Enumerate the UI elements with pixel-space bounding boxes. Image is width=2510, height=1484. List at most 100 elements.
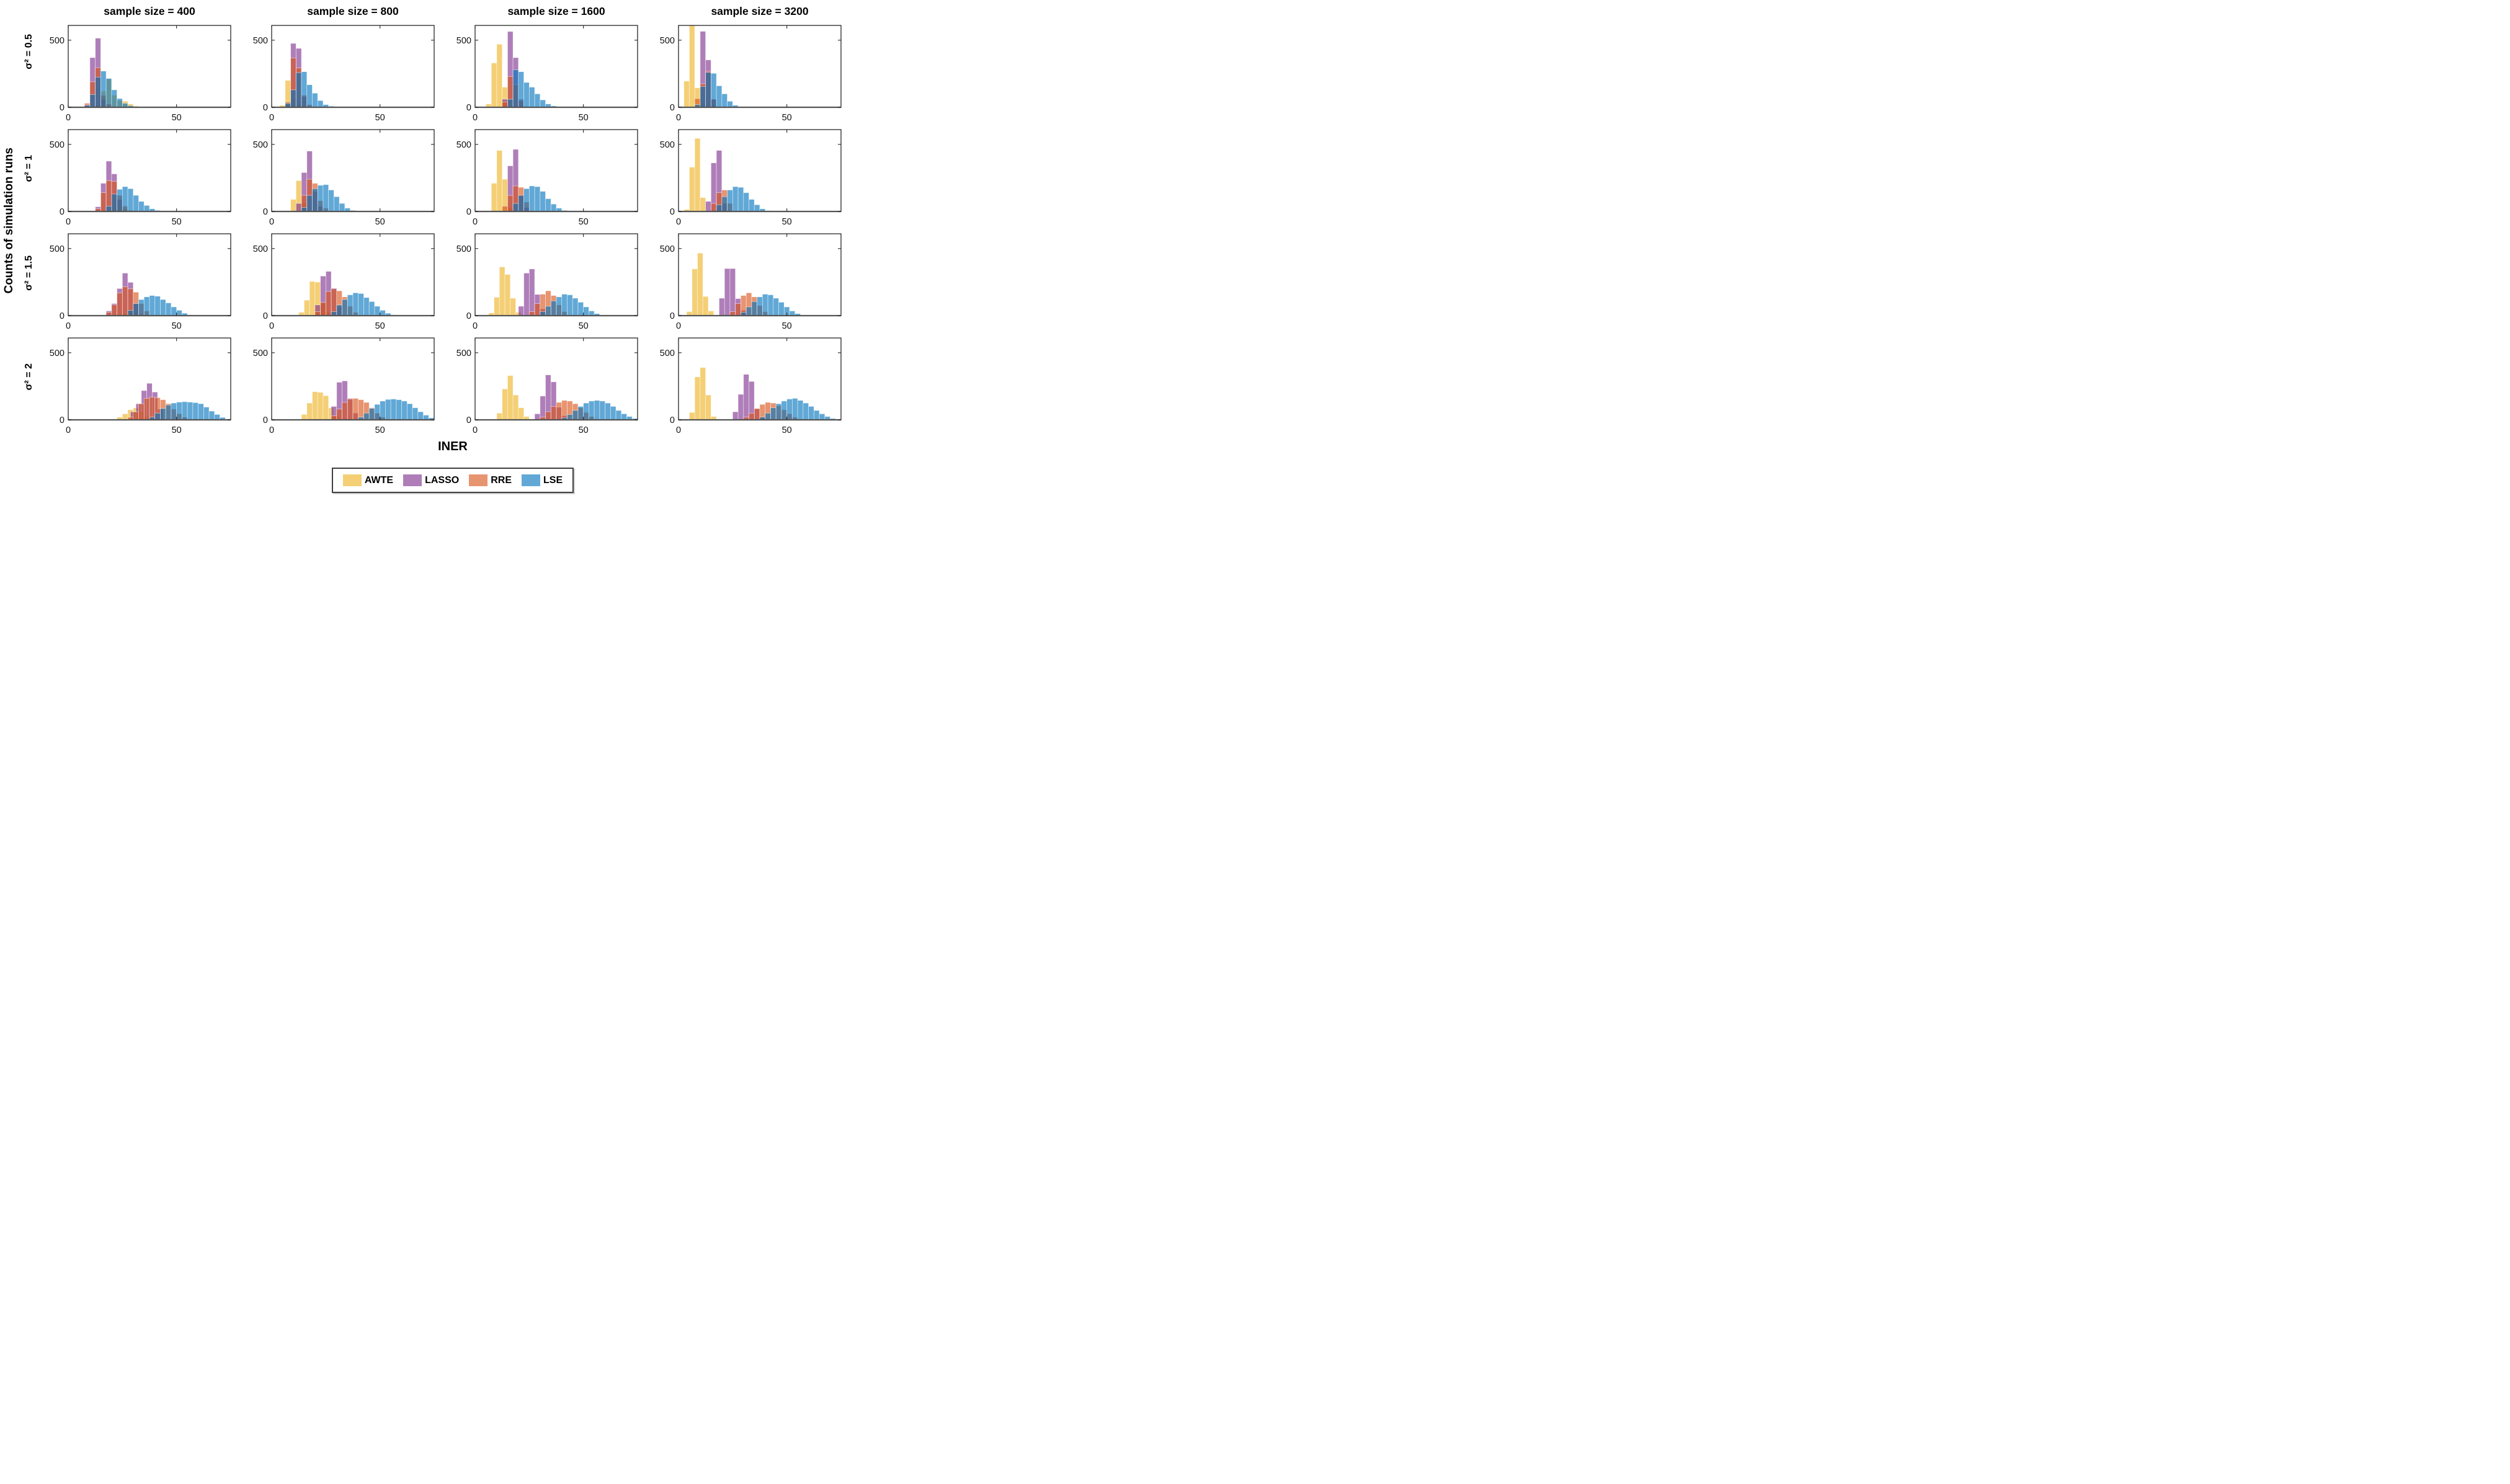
- series-lse: [561, 400, 638, 420]
- legend-label: LASSO: [425, 474, 460, 486]
- series-awte: [686, 252, 714, 316]
- panel-r2c4: 0 50 0 500: [650, 125, 853, 229]
- column-title-4: sample size = 3200: [711, 5, 809, 17]
- row-label-sigma2-2: σ² = 1: [19, 125, 40, 229]
- x-tick-label: 50: [782, 321, 792, 331]
- panel-r2c1: 0 50 0 500: [40, 125, 243, 229]
- y-tick-label: 0: [670, 311, 675, 321]
- x-axis-title: INER: [438, 440, 468, 453]
- x-tick-label: 50: [579, 425, 589, 435]
- legend-swatch-awte: [342, 474, 362, 486]
- x-tick-label: 0: [473, 321, 478, 331]
- x-tick-label: 0: [676, 113, 681, 123]
- x-tick-label: 50: [172, 321, 182, 331]
- y-tick-label: 0: [670, 415, 675, 425]
- series-lse: [694, 72, 739, 108]
- x-tick-label: 0: [269, 217, 274, 227]
- panel-r1c3: sample size = 1600 0 50 0 500: [447, 4, 650, 125]
- x-tick-label: 0: [473, 113, 478, 123]
- legend-label: AWTE: [364, 474, 394, 486]
- y-tick-label: 500: [50, 244, 65, 254]
- row-label-text: σ² = 0.5: [24, 34, 34, 69]
- x-tick-label: 0: [269, 113, 274, 123]
- panel-r4c3: 0 50 0 500: [447, 333, 650, 437]
- y-tick-label: 500: [660, 244, 675, 254]
- y-tick-label: 0: [60, 103, 65, 113]
- y-tick-label: 500: [253, 140, 268, 150]
- x-tick-label: 50: [782, 113, 792, 123]
- legend-item-lse: LSE: [522, 474, 563, 486]
- x-tick-label: 50: [782, 217, 792, 227]
- panel-r1c2: sample size = 800 0 50 0 500: [243, 4, 447, 125]
- y-tick-label: 0: [466, 311, 471, 321]
- y-tick-label: 0: [670, 103, 675, 113]
- x-tick-label: 0: [66, 321, 71, 331]
- y-tick-label: 500: [660, 349, 675, 358]
- x-tick-label: 50: [375, 113, 385, 123]
- y-tick-label: 500: [456, 349, 471, 358]
- series-lse: [358, 399, 435, 420]
- y-tick-label: 500: [253, 349, 268, 358]
- y-tick-label: 0: [263, 103, 268, 113]
- legend-row: AWTE LASSO RRE LSE: [68, 468, 837, 493]
- panel-grid: σ² = 0.5 sample size = 400 0 50 0 500 sample s…: [19, 4, 853, 437]
- y-tick-label: 0: [670, 207, 675, 217]
- x-tick-label: 0: [66, 425, 71, 435]
- x-tick-label: 50: [172, 425, 182, 435]
- series-awte: [683, 138, 706, 212]
- row-label-sigma2-3: σ² = 1.5: [19, 229, 40, 333]
- y-tick-label: 0: [263, 207, 268, 217]
- row-label-sigma2-1: σ² = 0.5: [19, 4, 40, 125]
- row-label-sigma2-4: σ² = 2: [19, 333, 40, 437]
- panel-r3c4: 0 50 0 500: [650, 229, 853, 333]
- series-lse: [84, 71, 139, 108]
- y-tick-label: 500: [253, 244, 268, 254]
- y-tick-label: 0: [60, 207, 65, 217]
- x-tick-label: 50: [172, 217, 182, 227]
- x-tick-label: 50: [579, 321, 589, 331]
- y-tick-label: 0: [466, 103, 471, 113]
- legend-label: LSE: [543, 474, 563, 486]
- y-tick-label: 0: [263, 311, 268, 321]
- panel-r2c2: 0 50 0 500: [243, 125, 447, 229]
- panel-r4c2: 0 50 0 500: [243, 333, 447, 437]
- series-awte: [486, 43, 508, 108]
- series-awte: [496, 375, 530, 420]
- panel-r1c1: sample size = 400 0 50 0 500: [40, 4, 243, 125]
- y-tick-label: 0: [466, 415, 471, 425]
- column-title-3: sample size = 1600: [507, 5, 605, 17]
- x-tick-label: 0: [269, 321, 274, 331]
- x-tick-label: 0: [676, 425, 681, 435]
- y-tick-label: 0: [263, 415, 268, 425]
- x-tick-label: 50: [375, 321, 385, 331]
- legend-item-awte: AWTE: [342, 474, 394, 486]
- legend-item-rre: RRE: [469, 474, 512, 486]
- y-tick-label: 500: [50, 36, 65, 46]
- row-label-text: σ² = 2: [24, 363, 34, 391]
- x-tick-label: 0: [66, 113, 71, 123]
- y-tick-label: 500: [456, 36, 471, 46]
- series-lse: [149, 401, 231, 420]
- y-tick-label: 500: [456, 244, 471, 254]
- y-tick-label: 500: [660, 36, 675, 46]
- x-tick-label: 50: [579, 113, 589, 123]
- legend-swatch-lse: [522, 474, 540, 486]
- x-tick-label: 0: [676, 321, 681, 331]
- y-tick-label: 500: [660, 140, 675, 150]
- panel-r3c2: 0 50 0 500: [243, 229, 447, 333]
- x-tick-label: 0: [269, 425, 274, 435]
- x-tick-label: 50: [375, 425, 385, 435]
- row-label-text: σ² = 1: [24, 155, 34, 182]
- legend: AWTE LASSO RRE LSE: [331, 468, 574, 493]
